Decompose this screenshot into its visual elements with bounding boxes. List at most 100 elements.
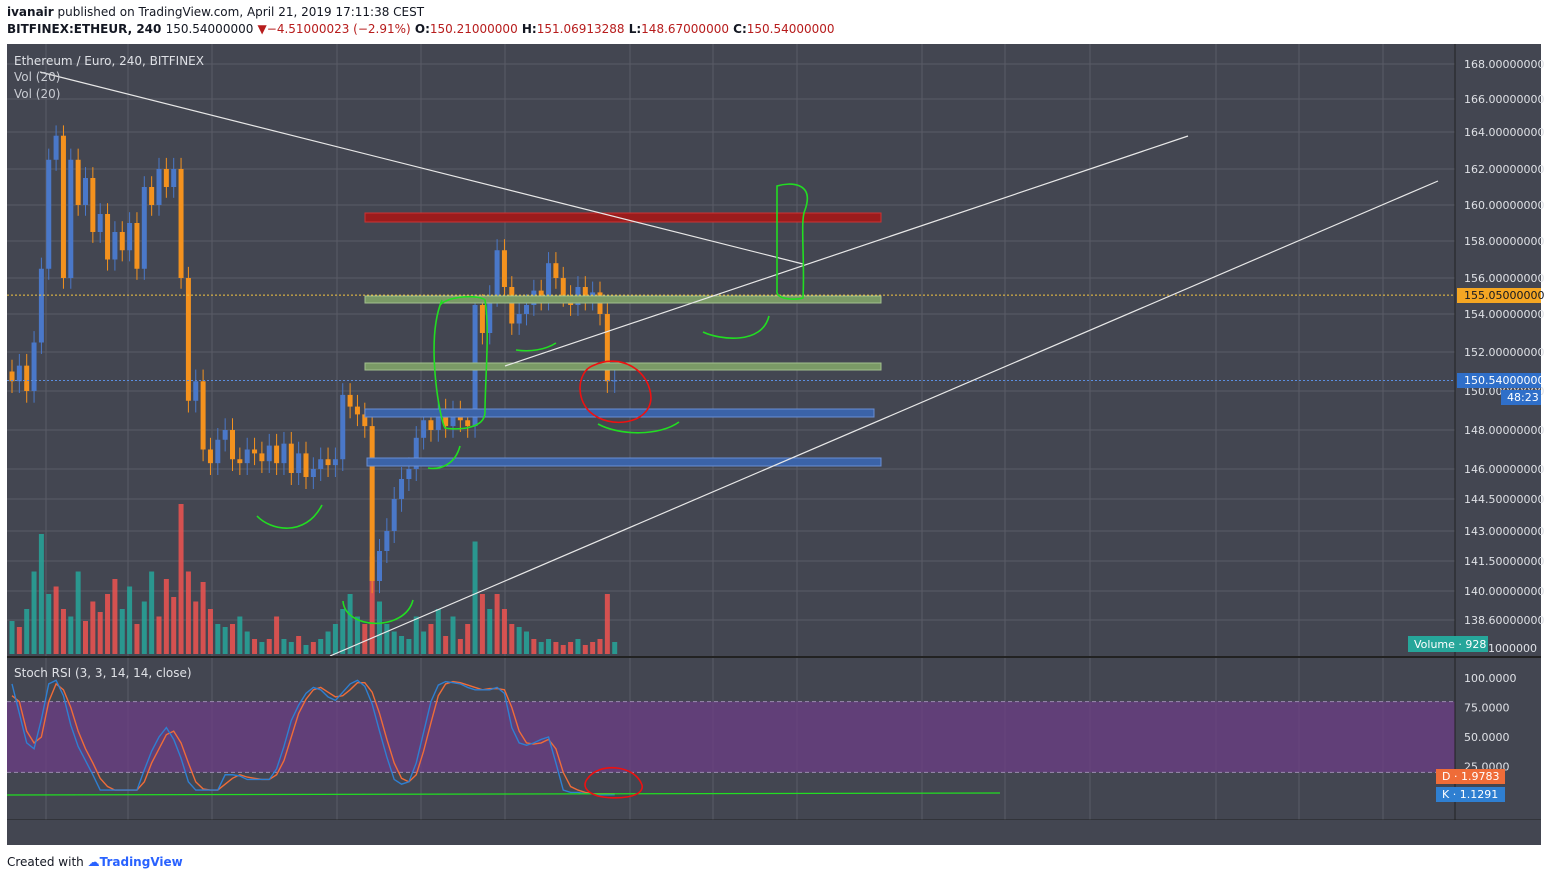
price-tick-label: 164.00000000 [1464, 126, 1544, 139]
volume-tag [1408, 636, 1488, 652]
open-label: O: [414, 22, 430, 36]
candle [553, 263, 559, 278]
candle [303, 453, 309, 477]
candle [200, 381, 206, 450]
volume-bar [230, 624, 235, 654]
volume-bar [178, 504, 184, 654]
price-tick-label: 141.50000000 [1464, 555, 1544, 568]
candle [178, 169, 184, 278]
volume-bar [288, 642, 294, 654]
volume-bar [281, 639, 287, 654]
candle [604, 314, 610, 382]
stoch-title: Stoch RSI (3, 3, 14, 14, close) [14, 666, 192, 680]
trendline [39, 71, 804, 265]
volume-bar [193, 601, 199, 654]
down-arrow-icon: ▼ [257, 22, 267, 36]
author-name[interactable]: ivanair [7, 5, 54, 19]
volume-tag-text: Volume · 928 [1414, 638, 1486, 651]
candle [281, 443, 287, 464]
stoch-rsi-pane[interactable] [6, 679, 1455, 799]
candle [494, 250, 500, 296]
candle [83, 178, 88, 205]
grid-lines [7, 44, 1455, 820]
volume-bar [46, 594, 52, 654]
price-tick-label: 156.00000000 [1464, 272, 1544, 285]
candle [38, 268, 44, 343]
candle [413, 437, 419, 469]
candle [244, 449, 250, 464]
volume-bar [9, 621, 15, 654]
candle [207, 449, 213, 464]
volume-bar [487, 609, 493, 654]
symbol-label[interactable]: BITFINEX:ETHEUR, 240 [7, 22, 162, 36]
candle [612, 380, 618, 382]
high-label: H: [521, 22, 537, 36]
candle [24, 365, 30, 391]
candle [16, 365, 22, 382]
candle [391, 499, 397, 531]
change-value: −4.51000023 (−2.91%) [266, 22, 411, 36]
vol-label-2: Vol (20) [14, 87, 60, 101]
open-value: 150.21000000 [429, 22, 518, 36]
overbought-oversold-band [7, 701, 1455, 773]
price-tick-label: 162.00000000 [1464, 163, 1544, 176]
low-value: 148.67000000 [641, 22, 729, 36]
candle [134, 223, 140, 269]
volume-bar [531, 639, 537, 654]
volume-bar [391, 631, 397, 654]
candle [215, 439, 221, 464]
volume-bar [60, 609, 66, 654]
volume-bar [332, 624, 338, 654]
price-tick-label: 148.00000000 [1464, 424, 1544, 437]
annotation-curve [776, 183, 808, 300]
volume-bar [274, 616, 280, 654]
volume-bar [354, 616, 360, 654]
candle [119, 232, 125, 251]
candle [296, 453, 302, 473]
volume-bar [141, 601, 147, 654]
volume-bar [207, 609, 213, 654]
volume-bar [369, 556, 375, 654]
annotation-curve [342, 599, 414, 625]
candle [163, 169, 169, 187]
volume-bar [38, 534, 44, 654]
volume-bar [259, 642, 265, 654]
candle [90, 178, 96, 232]
volume-bar [90, 601, 96, 654]
support-zone [364, 362, 882, 371]
candlestick-series[interactable] [9, 125, 618, 594]
cloud-icon: ☁ [87, 855, 100, 869]
candle [149, 187, 155, 205]
volume-bar [53, 586, 59, 654]
candle [252, 449, 258, 454]
volume-bar [428, 624, 434, 654]
price-tick-label: 146.00000000 [1464, 463, 1544, 476]
volume-bar [237, 616, 243, 654]
volume-bar [119, 609, 125, 654]
candle [325, 459, 331, 466]
candle [384, 531, 390, 551]
price-tick-label: 144.50000000 [1464, 493, 1544, 506]
footer: Created with ☁TradingView [7, 855, 183, 869]
dotted-level-tag [1457, 288, 1541, 303]
candle [222, 430, 228, 440]
candle [450, 412, 456, 427]
candle [9, 371, 15, 382]
time-axis-background[interactable] [7, 820, 1541, 845]
candle [193, 381, 199, 401]
volume-bar [560, 645, 566, 654]
tradingview-link[interactable]: TradingView [99, 855, 183, 869]
candle [127, 223, 133, 251]
price-axis-background[interactable] [1455, 44, 1541, 820]
stoch-d-line [11, 680, 615, 795]
price-tick-label: 143.00000000 [1464, 525, 1544, 538]
volume-bar [575, 639, 581, 654]
volume-bar [538, 642, 544, 654]
candle [340, 394, 346, 460]
countdown-tag [1501, 390, 1541, 405]
volume-bar [553, 642, 559, 654]
volume-bar [443, 636, 449, 654]
volume-bar [568, 642, 574, 654]
volume-bars [9, 504, 618, 654]
